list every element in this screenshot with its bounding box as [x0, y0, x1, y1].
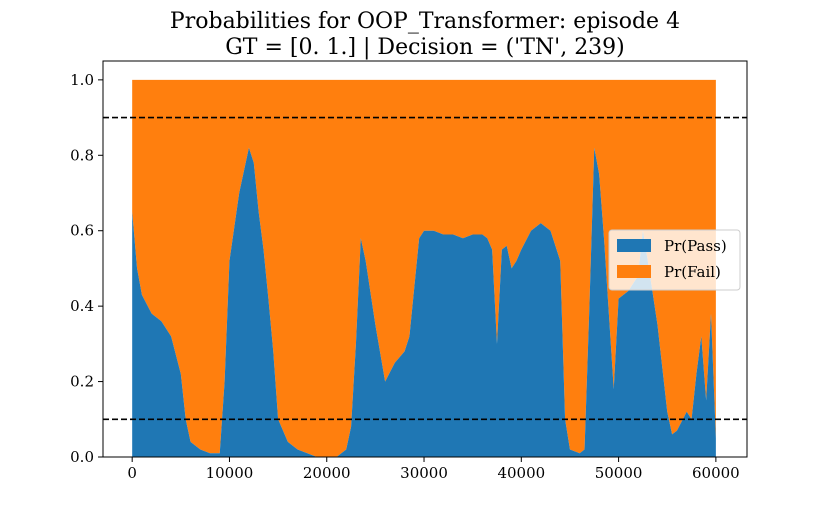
legend: Pr(Pass) Pr(Fail) [608, 229, 741, 291]
legend-label: Pr(Fail) [664, 263, 721, 281]
y-tick-label: 0.6 [70, 222, 94, 240]
x-tick-label: 50000 [595, 464, 643, 482]
x-tick-label: 10000 [206, 464, 254, 482]
legend-swatch [617, 239, 651, 252]
x-tick-label: 0 [127, 464, 137, 482]
axes: 0 10000 20000 30000 40000 50000 60000 0.0 0.2 0.4… [70, 60, 748, 482]
y-tick-label: 1.0 [70, 71, 94, 89]
axes-frame [102, 60, 748, 458]
legend-swatch [617, 265, 651, 278]
plot-area [103, 79, 747, 457]
series-pass-area [132, 147, 716, 457]
legend-label: Pr(Pass) [664, 237, 727, 255]
x-tick-label: 20000 [303, 464, 351, 482]
chart-subtitle: GT = [0. 1.] | Decision = ('TN', 239) [225, 35, 625, 60]
y-tick-label: 0.8 [70, 146, 94, 164]
y-tick-label: 0.2 [70, 373, 94, 391]
y-tick-label: 0.0 [70, 448, 94, 466]
chart-title: Probabilities for OOP_Transformer: episo… [170, 9, 680, 34]
x-tick-label: 30000 [400, 464, 448, 482]
x-tick-label: 40000 [497, 464, 545, 482]
series-fail-area [132, 79, 716, 457]
x-tick-label: 60000 [692, 464, 740, 482]
y-tick-label: 0.4 [70, 297, 94, 315]
